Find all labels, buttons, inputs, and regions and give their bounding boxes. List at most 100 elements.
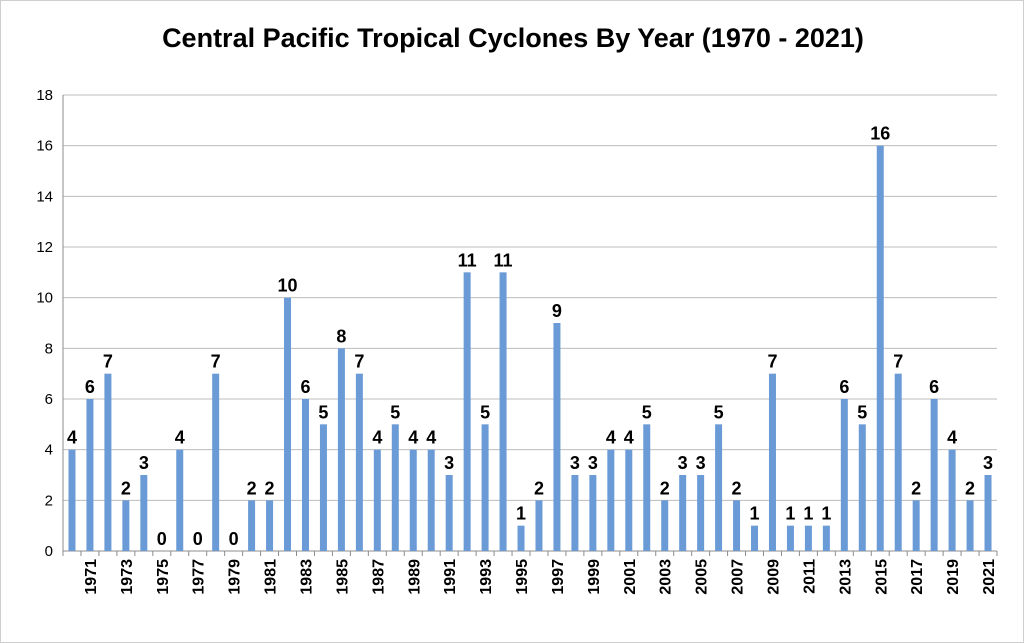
bar (786, 525, 794, 551)
x-tick-label: 2001 (622, 559, 639, 595)
data-label: 2 (121, 478, 131, 498)
data-label: 4 (426, 428, 436, 448)
data-label: 3 (139, 453, 149, 473)
data-label: 3 (444, 453, 454, 473)
x-tick-label: 1987 (370, 559, 387, 595)
x-tick-label: 1995 (514, 559, 531, 595)
x-tick-label: 2017 (909, 559, 926, 595)
data-label: 16 (870, 124, 890, 144)
data-label: 5 (857, 402, 867, 422)
y-tick-label: 10 (36, 290, 53, 307)
x-tick-label: 2013 (837, 559, 854, 595)
bar (266, 500, 274, 551)
bar (391, 424, 399, 551)
x-tick-label: 2015 (873, 559, 890, 595)
x-tick-label: 1999 (586, 559, 603, 595)
data-label: 1 (750, 504, 760, 524)
x-tick-label: 1977 (191, 559, 208, 595)
y-tick-label: 14 (36, 188, 53, 205)
data-label: 6 (85, 377, 95, 397)
bar (427, 449, 435, 551)
data-label: 1 (803, 504, 813, 524)
bar (948, 449, 956, 551)
data-label: 2 (965, 478, 975, 498)
bar (284, 297, 292, 551)
y-tick-label: 4 (45, 442, 53, 459)
data-label: 5 (714, 402, 724, 422)
data-label: 2 (732, 478, 742, 498)
y-tick-label: 18 (36, 87, 53, 104)
bar (535, 500, 543, 551)
x-tick-label: 1979 (227, 559, 244, 595)
data-label: 5 (480, 402, 490, 422)
y-tick-label: 12 (36, 239, 53, 256)
bar (140, 475, 148, 551)
bar (499, 272, 507, 551)
data-label: 2 (911, 478, 921, 498)
bar (661, 500, 669, 551)
bar (876, 145, 884, 551)
x-tick-label: 2003 (658, 559, 675, 595)
x-tick-label: 1993 (478, 559, 495, 595)
x-tick-label: 1985 (334, 559, 351, 595)
bar (373, 449, 381, 551)
data-label: 4 (947, 428, 957, 448)
x-tick-label: 1991 (442, 559, 459, 595)
data-label: 3 (696, 453, 706, 473)
data-label: 7 (767, 352, 777, 372)
x-tick-label: 1989 (406, 559, 423, 595)
y-tick-label: 0 (45, 543, 53, 560)
bar (68, 449, 76, 551)
bar (894, 373, 902, 551)
bar (768, 373, 776, 551)
bar (607, 449, 615, 551)
y-tick-label: 16 (36, 138, 53, 155)
bar (679, 475, 687, 551)
data-label: 6 (929, 377, 939, 397)
x-tick-label: 1971 (83, 559, 100, 595)
bar (319, 424, 327, 551)
chart-title: Central Pacific Tropical Cyclones By Yea… (162, 23, 864, 53)
x-tick-label: 1981 (263, 559, 280, 595)
bar (463, 272, 471, 551)
data-label: 11 (494, 250, 513, 270)
x-tick-label: 2009 (765, 559, 782, 595)
data-label: 5 (390, 402, 400, 422)
data-label: 4 (372, 428, 382, 448)
bar (355, 373, 363, 551)
bar (176, 449, 184, 551)
bar (301, 399, 309, 551)
data-label: 3 (588, 453, 598, 473)
y-tick-label: 6 (45, 391, 53, 408)
data-label: 2 (247, 478, 257, 498)
x-tick-label: 2019 (945, 559, 962, 595)
data-label: 2 (265, 478, 275, 498)
bar (697, 475, 705, 551)
x-tick-label: 1973 (119, 559, 136, 595)
bar (86, 399, 94, 551)
bar (409, 449, 417, 551)
bar (804, 525, 812, 551)
data-label: 7 (354, 352, 364, 372)
data-label: 2 (534, 478, 544, 498)
bar (733, 500, 741, 551)
bar (715, 424, 723, 551)
bar (571, 475, 579, 551)
x-tick-label: 1997 (550, 559, 567, 595)
data-label: 4 (175, 428, 185, 448)
x-tick-label: 2007 (730, 559, 747, 595)
x-tick-label: 2005 (694, 559, 711, 595)
data-label: 8 (336, 326, 346, 346)
data-label: 7 (893, 352, 903, 372)
bar (840, 399, 848, 551)
bar (966, 500, 974, 551)
data-label: 10 (278, 276, 298, 296)
bar (122, 500, 130, 551)
bar (481, 424, 489, 551)
bar (104, 373, 112, 551)
bar (625, 449, 633, 551)
x-tick-label: 2011 (801, 559, 818, 594)
data-label: 3 (983, 453, 993, 473)
data-label: 7 (103, 352, 113, 372)
